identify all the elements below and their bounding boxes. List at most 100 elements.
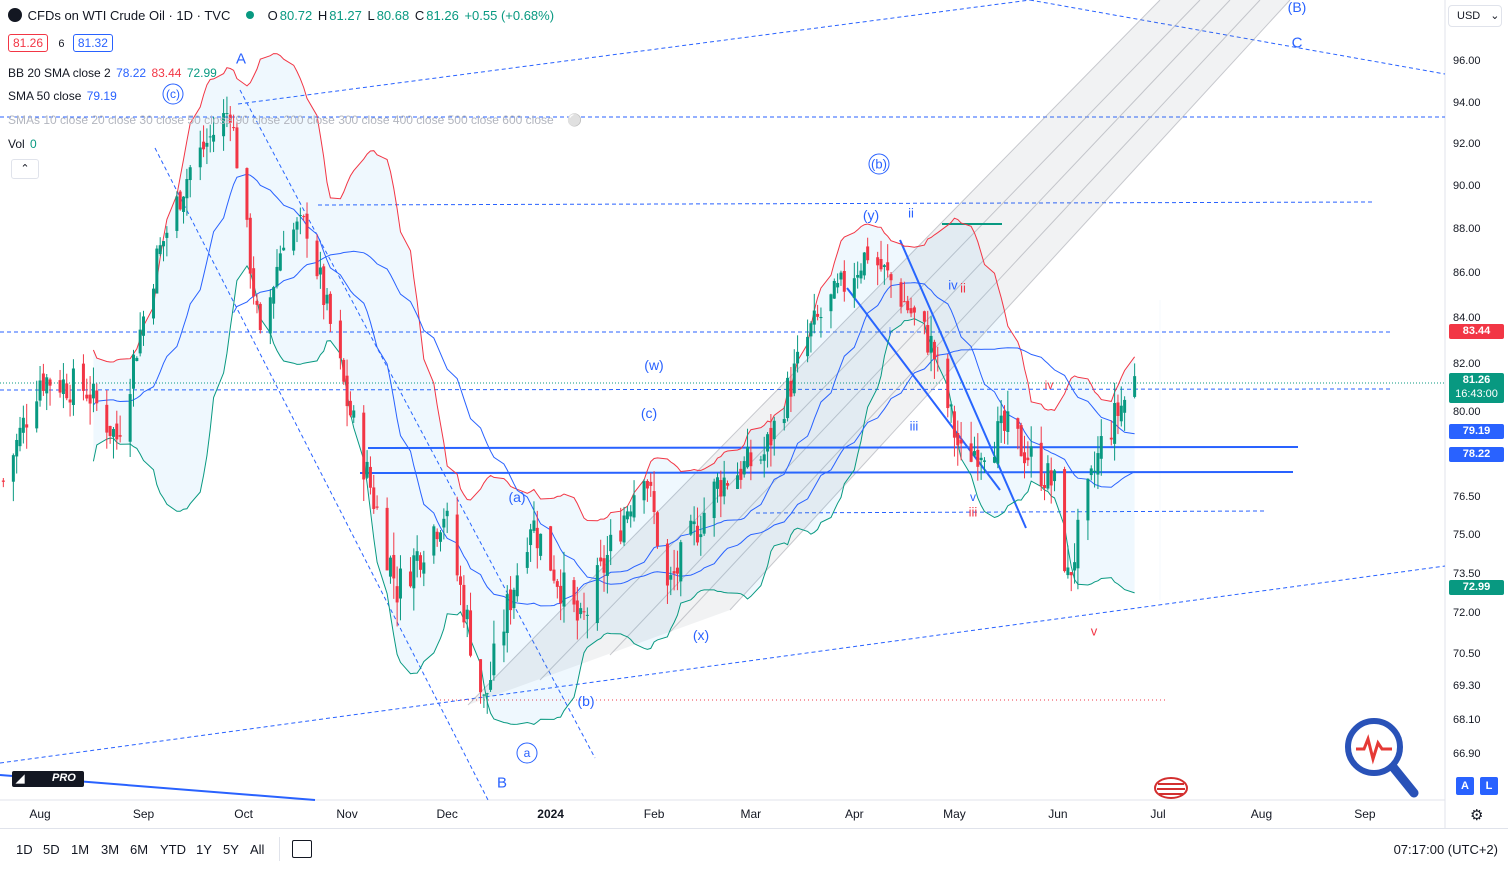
range-3m-button[interactable]: 3M: [101, 842, 120, 857]
candle-body: [492, 643, 496, 676]
candle-body: [1023, 452, 1027, 464]
settings-gear-icon[interactable]: ⚙: [1470, 807, 1484, 824]
candle-body: [932, 341, 936, 360]
candles: [1, 96, 1137, 714]
range-1y-button[interactable]: 1Y: [196, 842, 212, 857]
candle-body: [856, 274, 860, 278]
candle-body: [902, 301, 906, 303]
candle-body: [1099, 436, 1103, 459]
volume-legend[interactable]: Vol 0: [8, 137, 37, 151]
range-ytd-button[interactable]: YTD: [160, 842, 186, 857]
auto-scale-button[interactable]: A: [1456, 777, 1474, 795]
candle-body: [292, 229, 296, 251]
range-1m-button[interactable]: 1M: [71, 842, 90, 857]
time-tick-label: Jul: [1150, 807, 1165, 821]
candle-body: [719, 480, 723, 497]
price-tick-label: 84.00: [1453, 312, 1481, 324]
candle-body: [202, 141, 206, 150]
bb-lower-price-label: 72.99: [1449, 580, 1504, 595]
wave-label: iii: [969, 505, 978, 520]
candle-body: [842, 271, 846, 292]
timezone-clock[interactable]: 07:17:00 (UTC+2): [1393, 842, 1498, 857]
range-all-button[interactable]: All: [250, 842, 265, 857]
bollinger-basis-line: [93, 173, 1135, 607]
candle-body: [969, 443, 973, 462]
candle-body: [675, 567, 679, 574]
candle-body: [235, 127, 239, 169]
candle-body: [809, 323, 813, 337]
candle-body: [952, 411, 956, 438]
candle-body: [595, 565, 599, 624]
candle-body: [946, 358, 950, 409]
candle-body: [982, 460, 986, 462]
eye-crossed-icon[interactable]: ⚪: [567, 113, 582, 127]
candle-body: [1026, 457, 1030, 461]
candle-body: [746, 446, 750, 468]
collapse-legend-button[interactable]: ⌃: [11, 159, 39, 179]
smas-legend[interactable]: SMAs 10 close 20 close 30 close 50 close…: [8, 113, 582, 127]
candle-body: [859, 270, 863, 279]
trend-line: [237, 0, 1031, 105]
sma50-legend[interactable]: SMA 50 close 79.19: [8, 89, 117, 103]
candle-body: [852, 278, 856, 298]
candle-body: [806, 336, 810, 357]
candle-body: [105, 404, 109, 433]
candle-body: [152, 288, 156, 319]
tradingview-logo[interactable]: ◢ PRO: [12, 771, 84, 787]
candle-body: [899, 282, 903, 307]
wave-label: B: [497, 774, 507, 791]
calendar-icon[interactable]: [292, 840, 312, 858]
sell-price-button[interactable]: 81.26: [8, 34, 49, 52]
candle-body: [1113, 403, 1117, 444]
candle-body: [1019, 425, 1023, 457]
candle-body: [562, 572, 566, 607]
time-tick-label: 2024: [537, 807, 564, 821]
candle-body: [622, 515, 626, 543]
candle-body: [338, 320, 342, 359]
candle-body: [726, 483, 730, 486]
candle-body: [742, 461, 746, 475]
wave-label: (b): [871, 157, 887, 172]
candle-body: [979, 457, 983, 461]
range-5d-button[interactable]: 5D: [43, 842, 60, 857]
candle-body: [1123, 399, 1127, 413]
time-tick-label: Dec: [437, 807, 458, 821]
buy-price-button[interactable]: 81.32: [72, 34, 113, 52]
candle-body: [692, 521, 696, 525]
symbol-title[interactable]: CFDs on WTI Crude Oil · 1D · TVC: [27, 8, 231, 23]
range-6m-button[interactable]: 6M: [130, 842, 149, 857]
candle-body: [205, 142, 209, 147]
range-5y-button[interactable]: 5Y: [223, 842, 239, 857]
candle-body: [95, 390, 99, 404]
candle-body: [248, 217, 252, 274]
candle-body: [786, 377, 790, 419]
candle-body: [672, 571, 676, 574]
log-scale-button[interactable]: L: [1480, 777, 1498, 795]
candle-body: [131, 354, 135, 389]
candle-body: [352, 410, 356, 418]
candle-body: [882, 265, 886, 268]
candle-body: [232, 127, 236, 129]
bb-upper-price-label: 83.44: [1449, 324, 1504, 339]
price-tick-label: 75.00: [1453, 529, 1481, 541]
candle-body: [295, 221, 299, 230]
candle-body: [388, 557, 392, 577]
spread-value: 6: [58, 38, 65, 50]
currency-button[interactable]: USD ⌄: [1448, 5, 1502, 27]
range-1d-button[interactable]: 1D: [16, 842, 33, 857]
bb-legend[interactable]: BB 20 SMA close 2 78.22 83.44 72.99: [8, 66, 217, 80]
candle-body: [1073, 562, 1077, 571]
support-trend-line: [0, 565, 1446, 764]
candle-body: [65, 383, 69, 399]
drawing-layer: [0, 0, 1446, 801]
candle-body: [115, 423, 119, 440]
candle-body: [108, 425, 112, 436]
candle-body: [455, 514, 459, 576]
candle-body: [796, 351, 800, 364]
candle-body: [1043, 485, 1047, 489]
candle-body: [68, 399, 72, 403]
change-value: +0.55 (+0.68%): [464, 8, 555, 23]
candle-body: [368, 466, 372, 488]
candle-body: [992, 457, 996, 463]
